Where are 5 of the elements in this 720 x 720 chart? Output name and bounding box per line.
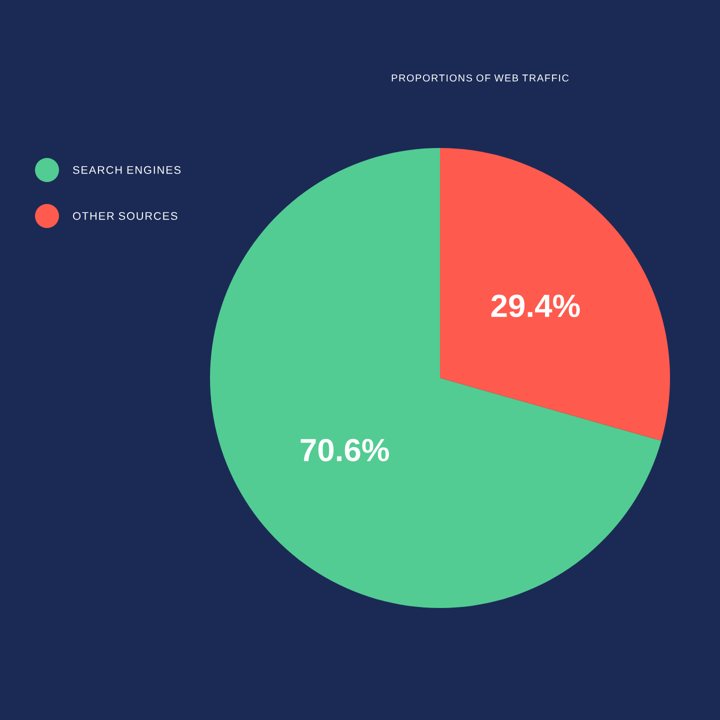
chart-title: PROPORTIONS OF WEB TRAFFIC [392,74,569,82]
data-label: 29.4% [491,294,580,318]
legend-label: OTHER SOURCES [73,212,178,220]
legend-label: SEARCH ENGINES [73,166,181,174]
data-label: 70.6% [300,438,389,462]
